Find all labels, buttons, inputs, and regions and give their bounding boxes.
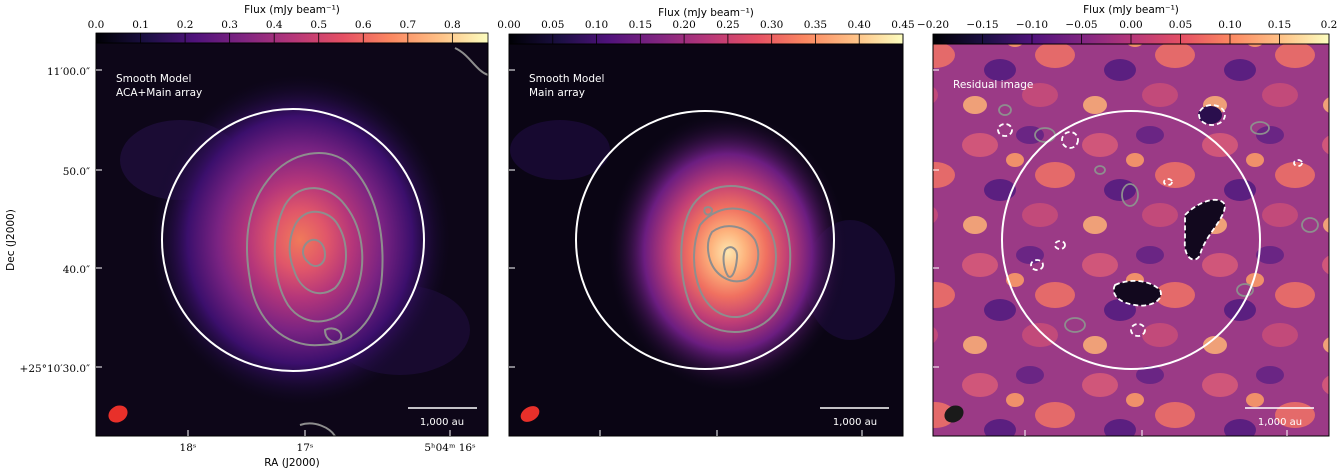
aperture-circle-1 bbox=[161, 108, 425, 372]
scalebar-1-label: 1,000 au bbox=[420, 417, 464, 428]
aperture-circle-3 bbox=[1001, 110, 1261, 370]
colorbar-2-tick-label: 0.05 bbox=[541, 19, 564, 31]
annotation-3a: Residual image bbox=[953, 79, 1033, 91]
tickmarks-1 bbox=[96, 69, 451, 436]
ytick-3: 40.0″ bbox=[63, 264, 90, 276]
contours-2 bbox=[680, 185, 792, 333]
colorbar-1-tick-label: 0.4 bbox=[266, 19, 283, 31]
colorbar-2-tick-label: 0.25 bbox=[716, 19, 739, 31]
colorbar-2-tick-label: 0.40 bbox=[848, 19, 871, 31]
colorbar-1-tick-label: 0.1 bbox=[132, 19, 149, 31]
x-ticks-1: 18ˢ 17ˢ 5ʰ04ᵐ 16ˢ bbox=[180, 442, 477, 454]
colorbar-3-ticks: −0.20 −0.15 −0.10 −0.05 0.00 0.05 0.10 0.15 0.2 bbox=[917, 19, 1337, 31]
colorbar-3-tick-label: −0.20 bbox=[917, 19, 949, 31]
colorbar-2-tick-label: 0.00 bbox=[497, 19, 520, 31]
frame-2 bbox=[508, 43, 904, 437]
x-axis-label: RA (J2000) bbox=[264, 457, 319, 469]
colorbar-1-tick-label: 0.0 bbox=[88, 19, 105, 31]
colorbar-2-tick-label: 0.10 bbox=[585, 19, 608, 31]
xtick-2: 17ˢ bbox=[297, 442, 314, 454]
colorbar-3-tick-label: 0.10 bbox=[1218, 19, 1241, 31]
colorbar-1-label: Flux (mJy beam⁻¹) bbox=[244, 4, 340, 16]
beam-2 bbox=[520, 406, 540, 422]
panel-1: Flux (mJy beam⁻¹) 0.0 0.1 0.2 0.3 0.4 0.5 0.6 0… bbox=[5, 4, 489, 469]
panel-3: Flux (mJy beam⁻¹) −0.20 −0.15 −0.10 −0.05 0.… bbox=[917, 4, 1337, 437]
colorbar-1-ticks: 0.0 0.1 0.2 0.3 0.4 0.5 0.6 0.7 0.8 bbox=[88, 19, 461, 31]
colorbar-1-tick-label: 0.8 bbox=[444, 19, 461, 31]
emission-1 bbox=[150, 75, 450, 405]
colorbar-3-tick-label: 0.15 bbox=[1268, 19, 1291, 31]
annotation-1a: Smooth Model bbox=[116, 73, 191, 85]
colorbar-3-tick-label: 0.2 bbox=[1321, 19, 1338, 31]
colorbar-3-label: Flux (mJy beam⁻¹) bbox=[1083, 4, 1179, 16]
annotation-2b: Main array bbox=[529, 87, 585, 99]
colorbar-1-tick-label: 0.2 bbox=[177, 19, 194, 31]
colorbar-1 bbox=[95, 32, 489, 44]
panel-2: Flux (mJy beam⁻¹) 0.00 0.05 0.10 0.15 0.20 0.… bbox=[497, 7, 915, 437]
colorbar-2-tick-label: 0.30 bbox=[760, 19, 783, 31]
colorbar-3-tick-label: −0.05 bbox=[1065, 19, 1097, 31]
emission-2 bbox=[608, 112, 848, 392]
image-3-background bbox=[933, 44, 1329, 436]
colorbar-1-tick-label: 0.3 bbox=[221, 19, 238, 31]
colorbar-3-tick-label: 0.00 bbox=[1119, 19, 1142, 31]
ytick-2: 50.0″ bbox=[63, 166, 90, 178]
scalebar-3-label: 1,000 au bbox=[1258, 417, 1302, 428]
colorbar-2-ticks: 0.00 0.05 0.10 0.15 0.20 0.25 0.30 0.35 0.40 0.45 bbox=[497, 19, 914, 31]
colorbar-1-tick-label: 0.6 bbox=[355, 19, 372, 31]
colorbar-2-tick-label: 0.35 bbox=[804, 19, 827, 31]
annotation-1b: ACA+Main array bbox=[116, 87, 202, 99]
xtick-3: 5ʰ04ᵐ 16ˢ bbox=[424, 442, 476, 454]
colorbar-1-tick-label: 0.5 bbox=[310, 19, 327, 31]
ytick-4: +25°10′30.0″ bbox=[20, 363, 91, 375]
beam-1 bbox=[108, 405, 128, 423]
colorbar-3-tick-label: −0.10 bbox=[1016, 19, 1048, 31]
beam-3 bbox=[944, 405, 964, 423]
frame-1 bbox=[95, 42, 489, 437]
colorbar-2-tick-label: 0.20 bbox=[672, 19, 695, 31]
y-ticks-1: 11′00.0″ 50.0″ 40.0″ +25°10′30.0″ bbox=[20, 66, 91, 375]
colorbar-3-tick-label: −0.15 bbox=[966, 19, 998, 31]
colorbar-2 bbox=[508, 33, 904, 45]
xtick-1: 18ˢ bbox=[180, 442, 197, 454]
colorbar-3-tick-label: 0.05 bbox=[1169, 19, 1192, 31]
negative-contours-3 bbox=[997, 104, 1303, 337]
annotation-2a: Smooth Model bbox=[529, 73, 604, 85]
y-axis-label: Dec (J2000) bbox=[5, 209, 17, 271]
colorbar-1-tick-label: 0.7 bbox=[399, 19, 416, 31]
ytick-1: 11′00.0″ bbox=[47, 66, 90, 78]
tickmarks-3 bbox=[933, 69, 1288, 436]
tickmarks-2 bbox=[509, 69, 863, 436]
colorbar-2-label: Flux (mJy beam⁻¹) bbox=[658, 7, 754, 19]
aperture-circle-2 bbox=[575, 110, 835, 370]
contours-1 bbox=[246, 47, 488, 436]
scalebar-2-label: 1,000 au bbox=[833, 417, 877, 428]
colorbar-2-tick-label: 0.15 bbox=[629, 19, 652, 31]
colorbar-2-tick-label: 0.45 bbox=[891, 19, 914, 31]
